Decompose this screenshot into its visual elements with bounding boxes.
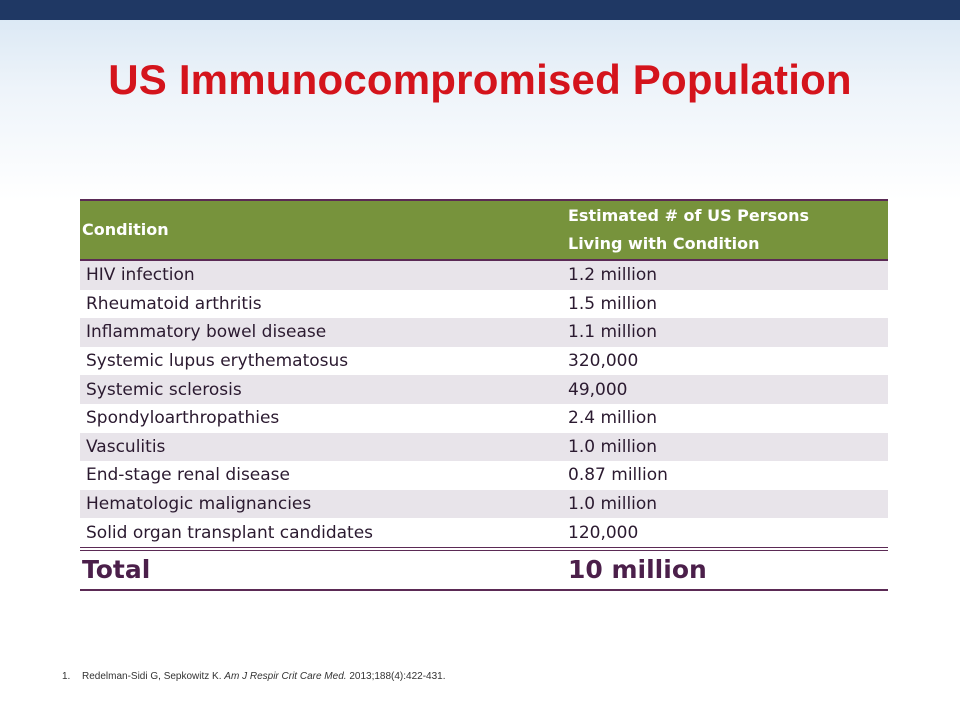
table-row: Systemic sclerosis 49,000 <box>80 375 888 404</box>
footnote-citation: 2013;188(4):422-431. <box>349 671 446 682</box>
top-bar <box>0 0 960 20</box>
condition-cell: Vasculitis <box>80 432 568 462</box>
table-row: Spondyloarthropathies 2.4 million <box>80 403 888 433</box>
table-row: Solid organ transplant candidates 120,00… <box>80 518 888 549</box>
estimate-cell: 1.0 million <box>568 489 888 519</box>
header-condition: Condition <box>80 199 568 261</box>
condition-cell: End-stage renal disease <box>80 461 568 490</box>
table-row: Inflammatory bowel disease 1.1 million <box>80 318 888 347</box>
table-row: HIV infection 1.2 million <box>80 260 888 290</box>
condition-cell: Solid organ transplant candidates <box>80 518 568 549</box>
estimate-cell: 2.4 million <box>568 403 888 433</box>
footnote-journal: Am J Respir Crit Care Med. <box>224 671 347 682</box>
estimate-cell: 49,000 <box>568 375 888 404</box>
estimate-cell: 1.5 million <box>568 289 888 319</box>
estimate-cell: 120,000 <box>568 518 888 549</box>
table-header-row: Condition Estimated # of US Persons Livi… <box>80 199 888 261</box>
table-row: Rheumatoid arthritis 1.5 million <box>80 289 888 319</box>
page-title: US Immunocompromised Population <box>108 56 852 103</box>
condition-cell: HIV infection <box>80 260 568 290</box>
footnote: 1. Redelman-Sidi G, Sepkowitz K. Am J Res… <box>62 671 446 682</box>
estimate-cell: 1.0 million <box>568 432 888 462</box>
condition-cell: Hematologic malignancies <box>80 489 568 519</box>
estimate-cell: 1.2 million <box>568 260 888 290</box>
total-value: 10 million <box>568 546 888 591</box>
condition-cell: Systemic lupus erythematosus <box>80 346 568 376</box>
header-estimate-line2: Living with Condition <box>568 234 760 253</box>
footnote-authors: Redelman-Sidi G, Sepkowitz K. <box>82 671 222 682</box>
condition-cell: Spondyloarthropathies <box>80 403 568 433</box>
header-estimate: Estimated # of US Persons Living with Co… <box>568 199 888 261</box>
footnote-number: 1. <box>62 671 71 682</box>
condition-cell: Systemic sclerosis <box>80 375 568 404</box>
condition-cell: Inflammatory bowel disease <box>80 318 568 347</box>
total-label: Total <box>80 546 568 591</box>
estimate-cell: 1.1 million <box>568 318 888 347</box>
table-row: Hematologic malignancies 1.0 million <box>80 489 888 519</box>
table-row: Vasculitis 1.0 million <box>80 432 888 462</box>
table-row: Systemic lupus erythematosus 320,000 <box>80 346 888 376</box>
total-row: Total 10 million <box>80 546 888 591</box>
header-estimate-line1: Estimated # of US Persons <box>568 206 810 225</box>
table-row: End-stage renal disease 0.87 million <box>80 461 888 490</box>
estimate-cell: 320,000 <box>568 346 888 376</box>
conditions-table: Condition Estimated # of US Persons Livi… <box>80 199 888 591</box>
condition-cell: Rheumatoid arthritis <box>80 289 568 319</box>
estimate-cell: 0.87 million <box>568 461 888 490</box>
